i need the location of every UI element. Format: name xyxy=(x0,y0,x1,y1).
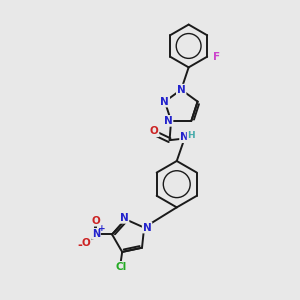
Text: H: H xyxy=(188,130,195,140)
Text: N: N xyxy=(143,223,152,232)
Text: N: N xyxy=(180,132,189,142)
Text: F: F xyxy=(213,52,220,62)
Text: N: N xyxy=(177,85,186,95)
Text: Cl: Cl xyxy=(115,262,126,272)
Text: +: + xyxy=(98,224,105,233)
Text: N: N xyxy=(160,97,169,106)
Text: O: O xyxy=(92,216,100,226)
Text: O: O xyxy=(150,126,158,136)
Text: N: N xyxy=(120,213,128,223)
Text: O: O xyxy=(82,238,91,248)
Text: N: N xyxy=(164,116,172,126)
Text: N: N xyxy=(92,229,100,239)
Text: -: - xyxy=(78,238,83,252)
